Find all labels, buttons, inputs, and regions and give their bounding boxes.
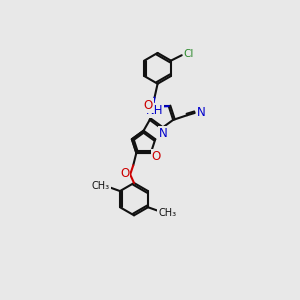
Text: CH₃: CH₃ (158, 208, 176, 218)
Text: CH₃: CH₃ (92, 181, 110, 191)
Text: N: N (159, 127, 167, 140)
Text: O: O (152, 149, 161, 163)
Text: NH: NH (146, 104, 163, 117)
Text: O: O (143, 99, 153, 112)
Text: Cl: Cl (184, 49, 194, 59)
Text: N: N (196, 106, 205, 119)
Text: O: O (120, 167, 129, 180)
